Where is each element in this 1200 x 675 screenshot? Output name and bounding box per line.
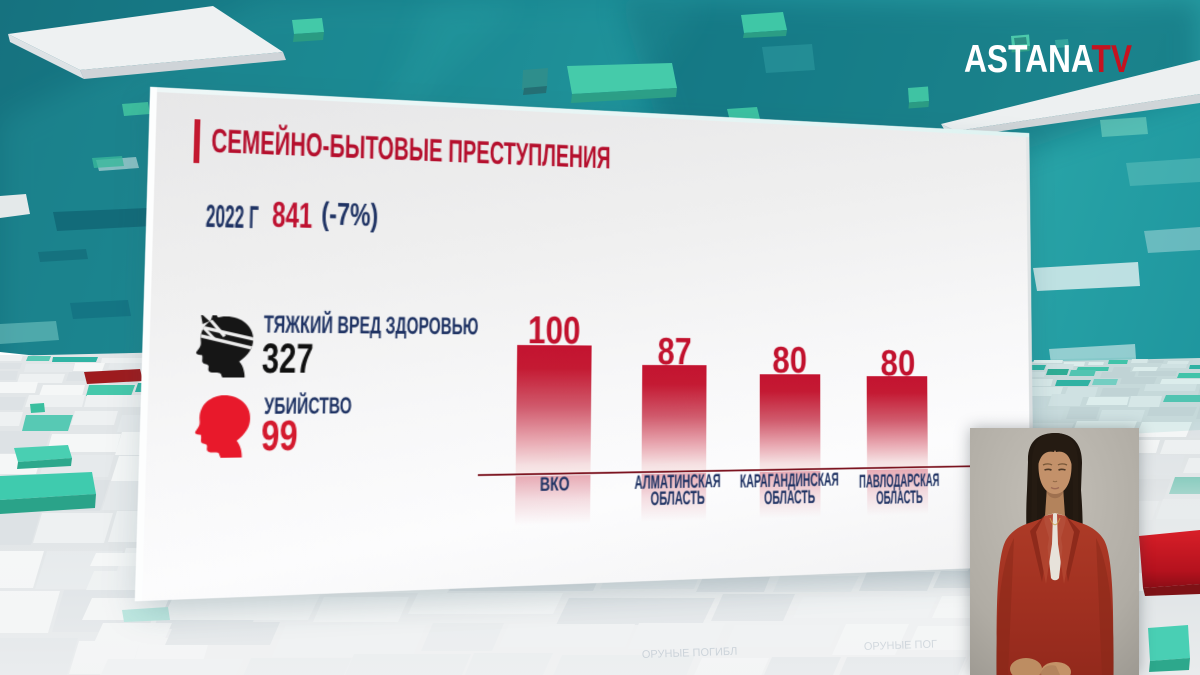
svg-text:ОРУНЫЕ ПОГИБЛ: ОРУНЫЕ ПОГИБЛ (642, 646, 738, 661)
svg-text:ОРУНЫЕ ПОГ: ОРУНЫЕ ПОГ (864, 638, 938, 653)
